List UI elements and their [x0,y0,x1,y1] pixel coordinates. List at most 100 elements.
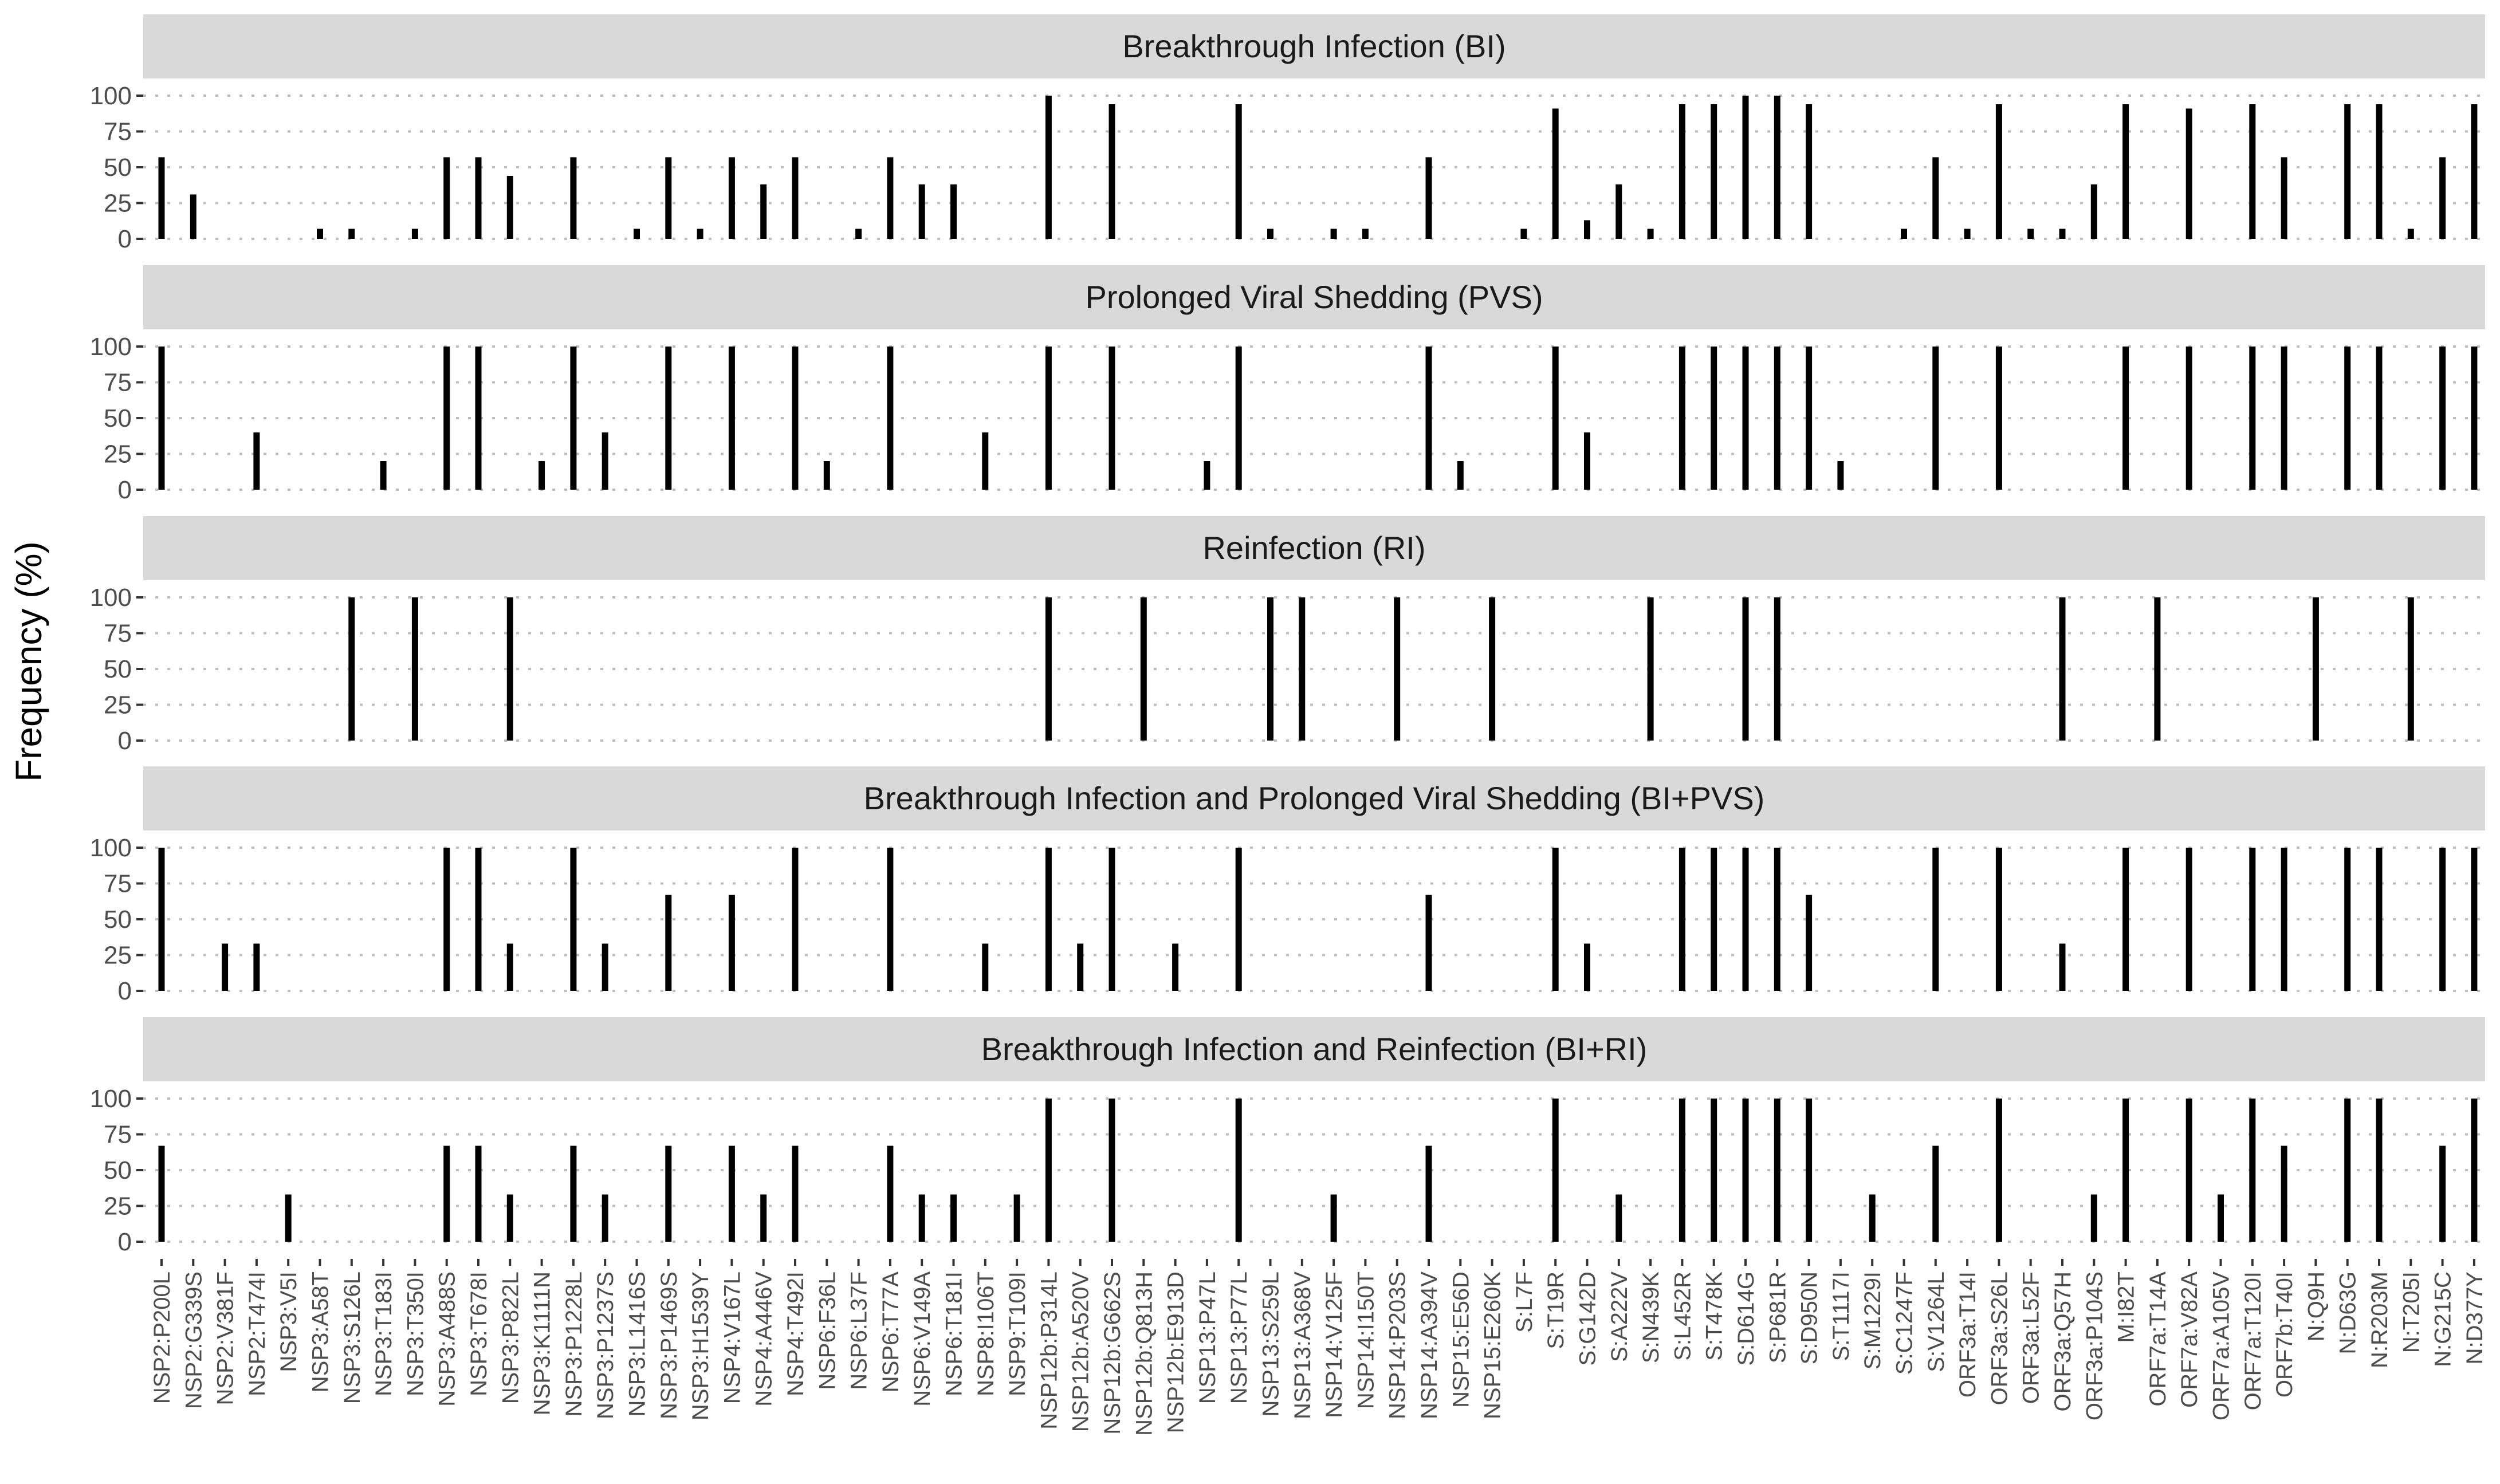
bar [887,1146,894,1242]
bar [475,848,482,991]
bar [570,848,577,991]
bar [2344,104,2351,239]
panel-strip [143,516,2485,580]
bar [1045,597,1052,741]
bar [2312,597,2319,741]
x-tick-label: N:Q9H [2304,1272,2329,1341]
bar [2185,347,2192,490]
bar [2471,104,2478,239]
y-tick-label: 100 [90,1085,132,1113]
x-tick-label: N:T205I [2399,1272,2424,1353]
bar [348,229,355,239]
bar [1742,347,1749,490]
bar [2439,157,2446,239]
bar [570,1146,577,1242]
bar [1995,1099,2002,1242]
bar [2249,1099,2256,1242]
x-tick-label: ORF7b:T40I [2272,1272,2297,1398]
bar [506,943,513,991]
bar [443,848,450,991]
x-tick-label: NSP12b:G662S [1100,1272,1125,1435]
x-tick-label: ORF3a:P104S [2082,1272,2107,1420]
bar [792,157,799,239]
x-tick-label: S:D950N [1797,1272,1822,1364]
x-tick-label: S:L7F [1512,1272,1537,1333]
bar [1774,96,1780,239]
bar [506,597,513,741]
bar [1109,347,1115,490]
bar [2344,848,2351,991]
bar [1362,229,1369,239]
bar [2249,104,2256,239]
bar [222,943,229,991]
bar [1045,848,1052,991]
bar [1013,1194,1020,1242]
bar [2407,229,2414,239]
x-tick-label: NSP8:I106T [973,1272,999,1396]
bar [158,1146,165,1242]
bar [2027,229,2034,239]
bar [1330,1194,1337,1242]
bar [2281,347,2287,490]
y-tick-label: 50 [104,655,132,683]
bar [158,848,165,991]
bar [1679,347,1685,490]
bar [2281,157,2287,239]
bar [1425,895,1432,991]
bar [950,184,957,239]
bar [855,229,862,239]
bar [1711,848,1717,991]
bar [728,347,735,490]
bar [2154,597,2161,741]
bar [1235,104,1242,239]
bar [2344,347,2351,490]
x-tick-label: NSP3:V5I [276,1272,301,1372]
bar [1267,597,1273,741]
bar [1077,943,1084,991]
bar [2218,1194,2224,1242]
bar [1742,848,1749,991]
x-tick-label: NSP2:T474I [245,1272,270,1396]
panel-strip [143,766,2485,830]
x-tick-label: NSP15:E56D [1448,1272,1473,1408]
bar [1140,597,1147,741]
y-tick-label: 100 [90,82,132,110]
bar [792,1146,799,1242]
y-tick-label: 0 [118,225,132,253]
bar [1869,1194,1876,1242]
x-tick-label: NSP6:T77A [878,1272,903,1393]
x-tick-label: NSP6:V149A [910,1272,935,1407]
bar [2439,1146,2446,1242]
bar [1679,848,1685,991]
bar [348,597,355,741]
x-tick-label: S:P681R [1765,1272,1790,1363]
bar [1425,157,1432,239]
x-tick-label: ORF7a:T14A [2145,1272,2171,1407]
y-tick-label: 75 [104,118,132,146]
bar [1995,104,2002,239]
x-tick-label: ORF7a:T120I [2240,1272,2266,1410]
y-tick-label: 25 [104,691,132,719]
bar [475,157,482,239]
bar [1647,229,1654,239]
bar [1267,229,1273,239]
bar [2059,943,2066,991]
bar [760,184,767,239]
bar [1774,597,1780,741]
y-tick-label: 25 [104,440,132,469]
x-tick-label: N:G215C [2431,1272,2456,1367]
x-tick-label: N:D377Y [2462,1272,2487,1364]
x-tick-label: NSP15:E260K [1480,1272,1505,1419]
bar [887,157,894,239]
bar [665,347,672,490]
bar [1806,1099,1813,1242]
panel-title: Breakthrough Infection and Reinfection (… [981,1031,1648,1067]
bar [1806,347,1813,490]
x-tick-label: S:C1247F [1892,1272,1917,1375]
x-tick-label: NSP12b:P314L [1036,1272,1062,1430]
bar [1901,229,1907,239]
bar [1109,1099,1115,1242]
bar [1711,104,1717,239]
x-tick-label: NSP6:F36L [815,1272,840,1390]
x-tick-label: ORF7a:A105V [2209,1272,2234,1420]
